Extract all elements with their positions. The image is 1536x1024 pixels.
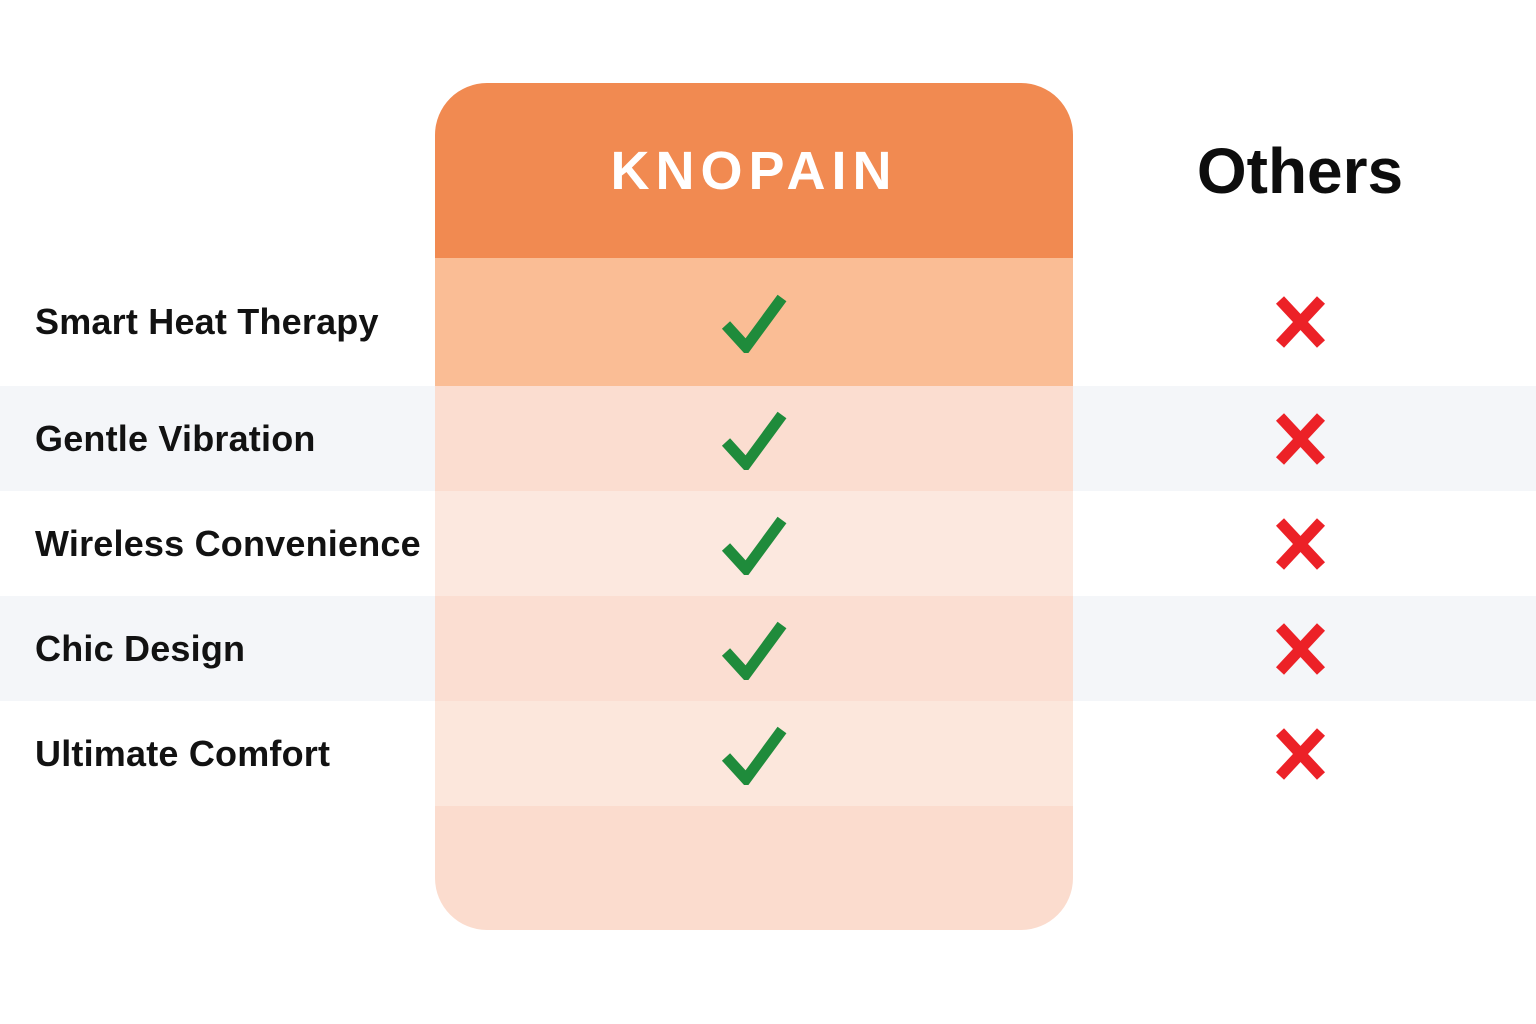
cross-icon — [1271, 293, 1329, 351]
table-cell-others — [1245, 701, 1355, 806]
checkmark-icon — [716, 291, 792, 353]
table-cell-others — [1245, 491, 1355, 596]
others-column-header: Others — [1196, 134, 1404, 207]
feature-label: Wireless Convenience — [35, 522, 421, 564]
table-cell-others — [1245, 258, 1355, 386]
feature-label: Gentle Vibration — [35, 417, 316, 459]
table-cell-knopain — [435, 258, 1073, 386]
cross-icon — [1271, 515, 1329, 573]
knopain-column-header: KNOPAIN — [435, 83, 1073, 258]
table-cell-knopain — [435, 596, 1073, 701]
feature-label: Chic Design — [35, 627, 246, 669]
checkmark-icon — [716, 618, 792, 680]
checkmark-icon — [716, 513, 792, 575]
feature-label: Ultimate Comfort — [35, 732, 331, 774]
table-cell-others — [1245, 596, 1355, 701]
knopain-column-footer — [435, 806, 1073, 930]
table-cell-knopain — [435, 386, 1073, 491]
cross-icon — [1271, 725, 1329, 783]
checkmark-icon — [716, 408, 792, 470]
table-cell-others — [1245, 386, 1355, 491]
table-cell-knopain — [435, 701, 1073, 806]
table-cell-knopain — [435, 491, 1073, 596]
brand-title: KNOPAIN — [610, 140, 898, 201]
cross-icon — [1271, 410, 1329, 468]
checkmark-icon — [716, 723, 792, 785]
knopain-column: KNOPAIN — [435, 83, 1073, 930]
feature-label: Smart Heat Therapy — [35, 301, 379, 342]
cross-icon — [1271, 620, 1329, 678]
